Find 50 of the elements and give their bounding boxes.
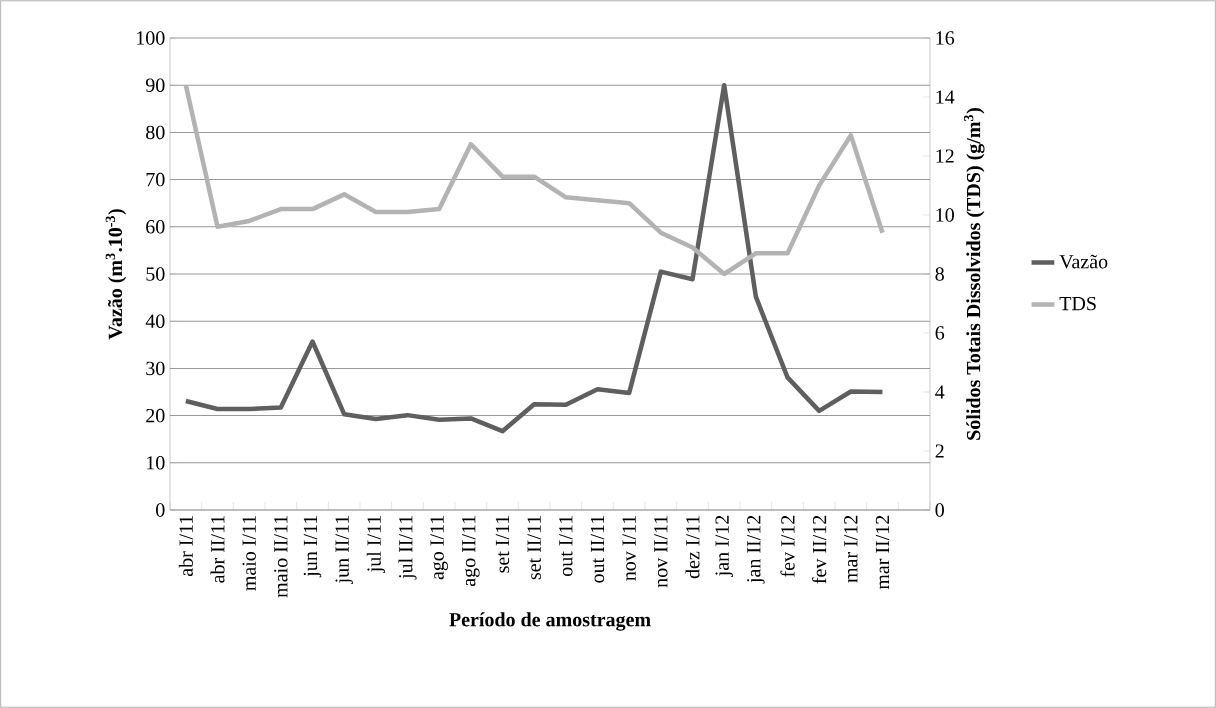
y-tick-label: 50 xyxy=(146,267,165,281)
y-tick-label: 100 xyxy=(137,31,165,45)
x-tick-label: out I/11 xyxy=(559,515,573,576)
x-tick-label: jul II/11 xyxy=(398,515,417,580)
legend-label: TDS xyxy=(1059,296,1096,311)
legend-label: Vazão xyxy=(1059,254,1108,269)
x-axis-title: Período de amostragem xyxy=(449,612,651,631)
x-tick-label: set I/11 xyxy=(495,515,510,573)
x-tick-label: abr I/11 xyxy=(178,515,193,577)
y-tick-label: 0 xyxy=(156,503,165,517)
x-tick-label: fev I/12 xyxy=(780,515,795,577)
y2-tick-label: 12 xyxy=(936,149,954,163)
y-tick-label: 90 xyxy=(145,78,165,92)
x-tick-label: jul I/11 xyxy=(366,515,385,573)
y-tick-label: 10 xyxy=(147,456,165,470)
y2-tick-label: 8 xyxy=(935,267,944,281)
x-tick-label: jan I/12 xyxy=(715,515,733,577)
x-tick-label: dez I/11 xyxy=(685,515,700,579)
x-tick-label: nov II/11 xyxy=(654,515,668,588)
x-tick-label: abr II/11 xyxy=(210,515,225,583)
y2-tick-label: 4 xyxy=(935,385,945,399)
line-series xyxy=(183,82,885,277)
y-tick-label: 80 xyxy=(146,125,165,140)
x-tick-label: fev II/12 xyxy=(812,515,827,584)
x-tick-label: mar I/12 xyxy=(844,515,858,583)
y2-tick-label: 0 xyxy=(935,503,944,517)
y-tick-label: 20 xyxy=(146,408,165,423)
x-tick-label: maio I/11 xyxy=(242,515,256,591)
y2-tick-label: 16 xyxy=(936,31,955,45)
y-tick-label: 70 xyxy=(146,172,165,187)
y2-tick-label: 6 xyxy=(935,326,945,340)
x-tick-label: jan II/12 xyxy=(747,515,765,584)
y-tick-label: 30 xyxy=(146,361,165,376)
y2-tick-label: 10 xyxy=(936,208,954,222)
x-tick-label: mar II/12 xyxy=(875,515,890,590)
x-tick-label: jun I/11 xyxy=(303,515,322,578)
y-tick-label: 40 xyxy=(145,314,165,328)
x-tick-label: out II/11 xyxy=(590,515,605,583)
x-tick-label: ago I/11 xyxy=(430,515,448,580)
x-tick-label: maio II/11 xyxy=(274,515,288,598)
x-tick-label: jun II/11 xyxy=(335,515,353,584)
y-tick-label: 60 xyxy=(146,220,165,234)
text: Sólidos Totais Dissolvidos (TDS) (g/m$^{3}$) xyxy=(963,108,985,440)
y2-tick-label: 2 xyxy=(935,444,944,458)
x-tick-label: ago II/11 xyxy=(462,515,480,587)
x-tick-label: set II/11 xyxy=(527,515,541,580)
text: Vazão (m$^{3}$.10$^{-3}$) xyxy=(105,209,127,340)
y2-tick-label: 14 xyxy=(936,90,955,104)
line-series xyxy=(183,82,885,434)
x-tick-label: nov I/11 xyxy=(622,515,636,581)
